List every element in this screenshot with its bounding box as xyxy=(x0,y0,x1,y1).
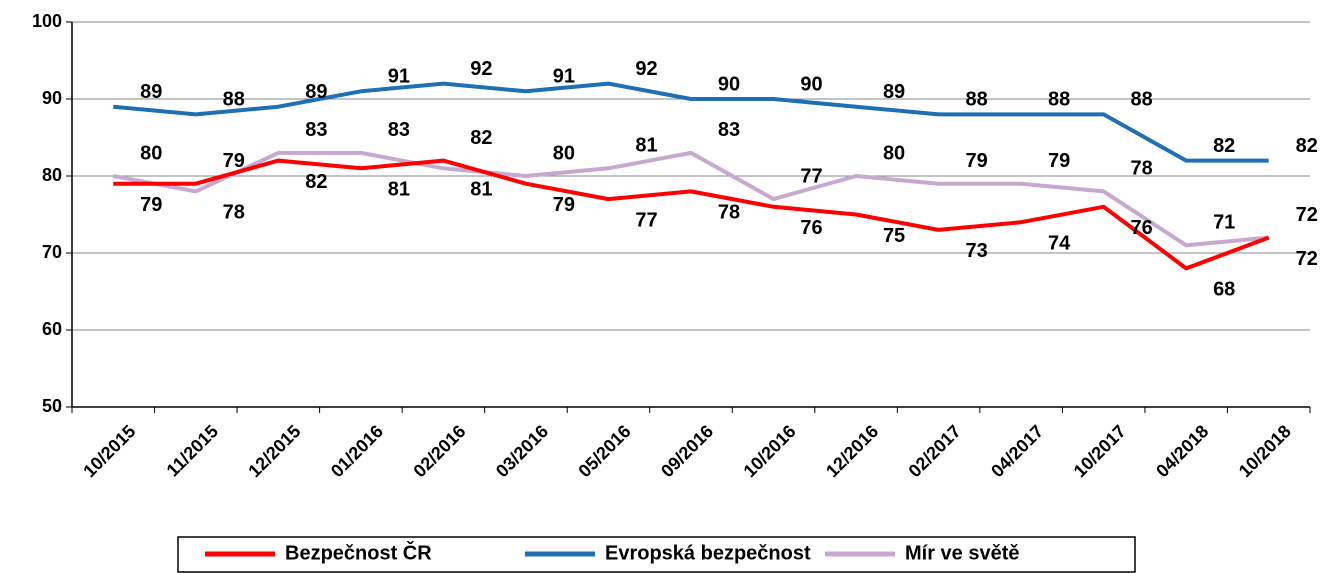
x-tick-label: 09/2016 xyxy=(657,421,717,481)
legend-label: Mír ve světě xyxy=(905,542,1020,564)
series-line xyxy=(113,81,1269,163)
data-label: 81 xyxy=(635,135,657,157)
data-label: 71 xyxy=(1213,212,1235,234)
data-label: 80 xyxy=(553,142,575,164)
x-tick-label: 12/2015 xyxy=(244,421,304,481)
x-tick-label: 10/2016 xyxy=(740,421,800,481)
y-tick-label: 90 xyxy=(42,88,62,108)
legend-box xyxy=(177,536,1136,573)
data-label: 83 xyxy=(388,119,410,141)
x-tick-label: 03/2016 xyxy=(492,421,552,481)
data-label: 92 xyxy=(635,58,657,80)
x-tick-label: 02/2017 xyxy=(905,421,965,481)
data-label: 79 xyxy=(965,150,987,172)
legend-label: Evropská bezpečnost xyxy=(605,542,811,564)
data-label: 88 xyxy=(1131,89,1153,111)
y-tick-label: 50 xyxy=(42,396,62,416)
data-label: 68 xyxy=(1213,279,1235,301)
data-label: 80 xyxy=(883,142,905,164)
data-label: 81 xyxy=(470,179,492,201)
data-label: 89 xyxy=(305,81,327,103)
data-label: 78 xyxy=(223,202,245,224)
series-line xyxy=(113,158,1270,271)
data-label: 88 xyxy=(965,89,987,111)
data-label: 76 xyxy=(800,217,822,239)
data-label: 91 xyxy=(388,66,410,88)
data-label: 74 xyxy=(1048,232,1071,254)
x-tick-label: 11/2015 xyxy=(163,421,222,480)
data-label: 88 xyxy=(223,89,245,111)
legend-label: Bezpečnost ČR xyxy=(285,540,432,564)
data-label: 90 xyxy=(718,73,740,95)
data-label: 92 xyxy=(470,58,492,80)
data-label: 72 xyxy=(1296,248,1318,270)
data-label: 81 xyxy=(388,179,410,201)
data-label: 83 xyxy=(718,119,740,141)
x-tick-label: 04/2018 xyxy=(1152,421,1212,481)
data-label: 79 xyxy=(223,150,245,172)
x-tick-label: 10/2018 xyxy=(1235,421,1295,481)
data-label: 72 xyxy=(1296,204,1318,226)
x-tick-label: 02/2016 xyxy=(409,421,469,481)
data-label: 82 xyxy=(1296,135,1318,157)
data-label: 90 xyxy=(800,73,822,95)
y-tick-label: 60 xyxy=(42,319,62,339)
data-label: 89 xyxy=(140,81,162,103)
data-label: 75 xyxy=(883,225,905,247)
data-label: 78 xyxy=(1131,158,1153,180)
data-label: 89 xyxy=(883,81,905,103)
y-tick-label: 100 xyxy=(32,11,62,31)
data-label: 82 xyxy=(1213,135,1235,157)
data-label: 91 xyxy=(553,66,575,88)
data-label: 79 xyxy=(1048,150,1070,172)
y-tick-label: 70 xyxy=(42,242,62,262)
data-label: 83 xyxy=(305,119,327,141)
data-label: 79 xyxy=(553,194,575,216)
data-label: 88 xyxy=(1048,89,1070,111)
series-line xyxy=(112,150,1269,248)
data-label: 82 xyxy=(470,127,492,149)
data-label: 78 xyxy=(718,202,740,224)
x-tick-label: 04/2017 xyxy=(987,421,1047,481)
data-label: 82 xyxy=(305,171,327,193)
data-label: 79 xyxy=(140,194,162,216)
x-tick-label: 12/2016 xyxy=(822,421,882,481)
x-tick-label: 05/2016 xyxy=(574,421,634,481)
data-label: 77 xyxy=(800,165,822,187)
y-tick-label: 80 xyxy=(42,165,62,185)
data-label: 80 xyxy=(140,142,162,164)
data-label: 76 xyxy=(1131,217,1153,239)
x-tick-label: 10/2015 xyxy=(79,421,139,481)
data-label: 73 xyxy=(965,240,987,262)
data-label: 77 xyxy=(635,209,657,231)
x-tick-label: 01/2016 xyxy=(327,421,387,481)
x-tick-label: 10/2017 xyxy=(1070,421,1130,481)
